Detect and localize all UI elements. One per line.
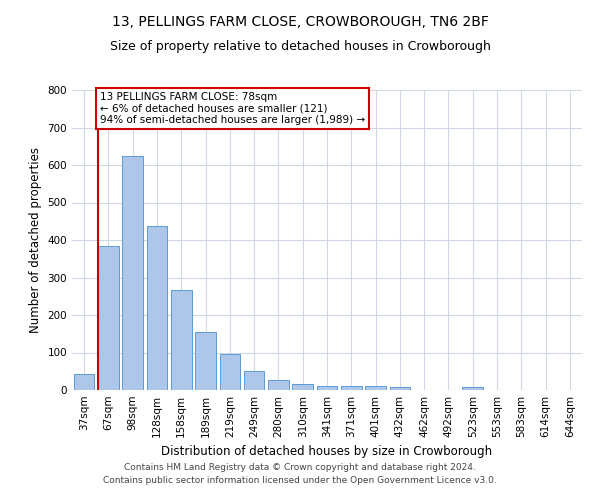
Text: Contains HM Land Registry data © Crown copyright and database right 2024.: Contains HM Land Registry data © Crown c… <box>124 464 476 472</box>
Text: Contains public sector information licensed under the Open Government Licence v3: Contains public sector information licen… <box>103 476 497 485</box>
Bar <box>146 226 167 390</box>
Bar <box>389 387 410 390</box>
Bar <box>220 354 240 390</box>
Bar <box>98 246 119 390</box>
Bar <box>268 380 289 390</box>
Bar <box>317 386 337 390</box>
Bar <box>122 156 143 390</box>
Y-axis label: Number of detached properties: Number of detached properties <box>29 147 42 333</box>
Bar <box>195 332 216 390</box>
Text: 13, PELLINGS FARM CLOSE, CROWBOROUGH, TN6 2BF: 13, PELLINGS FARM CLOSE, CROWBOROUGH, TN… <box>112 15 488 29</box>
Bar <box>171 290 191 390</box>
Text: 13 PELLINGS FARM CLOSE: 78sqm
← 6% of detached houses are smaller (121)
94% of s: 13 PELLINGS FARM CLOSE: 78sqm ← 6% of de… <box>100 92 365 125</box>
Bar <box>463 388 483 390</box>
Bar <box>244 370 265 390</box>
Bar <box>74 374 94 390</box>
Bar <box>292 384 313 390</box>
Text: Size of property relative to detached houses in Crowborough: Size of property relative to detached ho… <box>110 40 490 53</box>
X-axis label: Distribution of detached houses by size in Crowborough: Distribution of detached houses by size … <box>161 446 493 458</box>
Bar <box>341 386 362 390</box>
Bar <box>365 386 386 390</box>
